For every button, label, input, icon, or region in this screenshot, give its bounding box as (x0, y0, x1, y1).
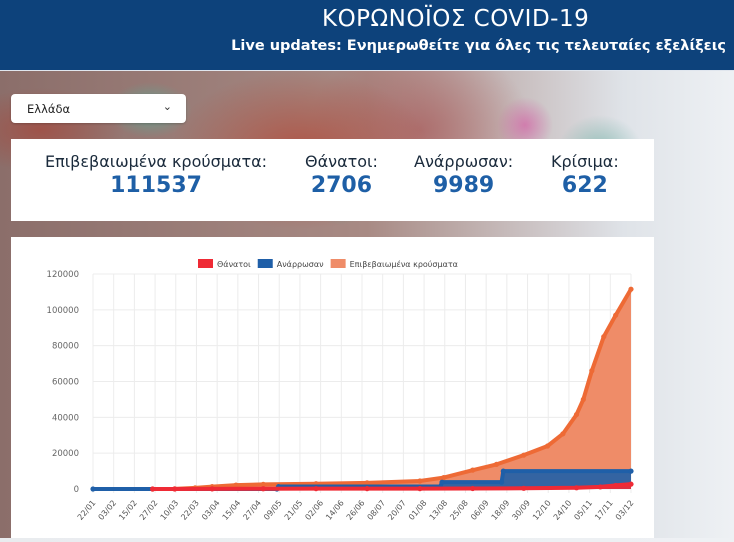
data-point (417, 486, 423, 492)
x-tick-label: 03/04 (200, 499, 222, 522)
x-tick-label: 15/02 (117, 499, 139, 522)
data-point (573, 485, 580, 491)
data-point (613, 312, 619, 318)
x-tick-label: 24/10 (552, 499, 574, 522)
x-tick-label: 22/03 (179, 499, 201, 522)
x-tick-label: 18/09 (490, 499, 512, 522)
site-header: ΚΟΡΩΝΟΪΟΣ COVID-19 Live updates: Ενημερω… (0, 0, 734, 71)
legend-swatch (198, 259, 213, 268)
data-point (417, 478, 423, 484)
data-point (233, 482, 239, 488)
y-tick-label: 120000 (47, 270, 79, 280)
x-tick-label: 21/05 (283, 499, 305, 522)
data-point (613, 482, 619, 489)
data-point (470, 467, 476, 473)
x-tick-label: 05/11 (572, 499, 594, 522)
stats-card: Επιβεβαιωμένα κρούσματα: 111537 Θάνατοι:… (11, 139, 654, 221)
chart-card: 0 20000 40000 60000 80000 100000 120000 22/01 03… (11, 237, 654, 538)
data-point (209, 486, 215, 492)
y-tick-label: 20000 (52, 449, 79, 459)
x-tick-label: 01/08 (407, 499, 429, 522)
data-point (544, 443, 551, 449)
data-point (589, 368, 595, 374)
x-tick-label: 02/06 (303, 499, 325, 522)
stat-recovered: Ανάρρωσαν: 9989 (414, 152, 513, 198)
y-tick-label: 100000 (47, 306, 79, 316)
legend-swatch (257, 259, 273, 268)
x-tick-label: 15/04 (221, 499, 243, 522)
x-tick-label: 22/01 (76, 499, 98, 522)
data-point (441, 474, 447, 481)
stat-critical: Κρίσιμα: 622 (551, 152, 619, 198)
x-tick-label: 27/02 (138, 499, 160, 522)
stat-value: 9989 (432, 173, 495, 198)
x-tick-label: 17/11 (593, 499, 615, 522)
data-point (493, 461, 500, 468)
covid-timeline-chart: 02000040000600008000010000012000022/0103… (47, 259, 636, 522)
stat-value: 2706 (310, 173, 373, 198)
y-tick-label: 80000 (52, 342, 79, 352)
data-point (521, 485, 527, 491)
data-point (628, 468, 634, 474)
stat-value: 111537 (110, 173, 202, 198)
stat-label: Επιβεβαιωμένα κρούσματα: (45, 152, 268, 171)
data-point (260, 486, 266, 492)
x-tick-label: 26/06 (345, 499, 367, 522)
stat-label: Ανάρρωσαν: (414, 152, 514, 171)
x-tick-label: 12/10 (531, 499, 553, 522)
country-select[interactable]: Ελλάδα ⌄ (11, 94, 186, 123)
data-point (364, 480, 370, 486)
page-subtitle: Live updates: Ενημερωθείτε για όλες τις … (231, 38, 726, 54)
data-point (470, 485, 476, 492)
y-tick-label: 60000 (52, 378, 79, 388)
data-point (601, 334, 607, 340)
x-tick-label: 13/08 (428, 499, 450, 522)
stat-label: Θάνατοι: (305, 152, 378, 171)
data-point (521, 452, 527, 458)
series-area (93, 471, 631, 489)
x-tick-label: 25/08 (448, 499, 470, 522)
page-title: ΚΟΡΩΝΟΪΟΣ COVID-19 (322, 6, 590, 32)
chevron-down-icon: ⌄ (162, 100, 172, 113)
data-point (364, 486, 370, 492)
data-point (573, 411, 580, 418)
x-tick-label: 14/06 (324, 499, 346, 522)
data-point (149, 486, 156, 492)
data-point (90, 486, 96, 492)
data-point (628, 481, 634, 487)
y-tick-label: 0 (74, 485, 79, 495)
x-tick-label: 03/12 (614, 499, 636, 522)
legend-label: Επιβεβαιωμένα κρούσματα (350, 259, 458, 269)
data-point (500, 468, 506, 474)
x-tick-label: 10/03 (159, 499, 181, 522)
series-area (152, 289, 631, 489)
data-point (499, 479, 505, 485)
x-tick-label: 20/07 (386, 499, 408, 522)
x-tick-label: 06/09 (469, 499, 491, 522)
country-select-value: Ελλάδα (27, 102, 71, 116)
x-tick-label: 09/05 (262, 499, 284, 522)
x-tick-label: 30/09 (510, 499, 532, 522)
data-point (580, 396, 586, 403)
legend-label: Ανάρρωσαν (277, 260, 324, 269)
data-point (560, 431, 566, 437)
data-point (260, 481, 266, 487)
x-tick-label: 27/04 (241, 499, 263, 522)
legend-label: Θάνατοι (217, 260, 251, 269)
stat-label: Κρίσιμα: (551, 152, 619, 171)
data-point (172, 486, 178, 492)
data-point (628, 286, 634, 292)
data-point (597, 484, 603, 490)
stat-value: 622 (561, 173, 608, 198)
x-tick-label: 03/02 (97, 499, 119, 522)
x-tick-label: 08/07 (366, 499, 388, 522)
y-tick-label: 40000 (52, 413, 79, 423)
stat-confirmed: Επιβεβαιωμένα κρούσματα: 111537 (45, 152, 267, 198)
stat-deaths: Θάνατοι: 2706 (305, 152, 378, 198)
data-point (313, 486, 319, 492)
data-point (439, 479, 445, 485)
legend-swatch (330, 259, 346, 268)
